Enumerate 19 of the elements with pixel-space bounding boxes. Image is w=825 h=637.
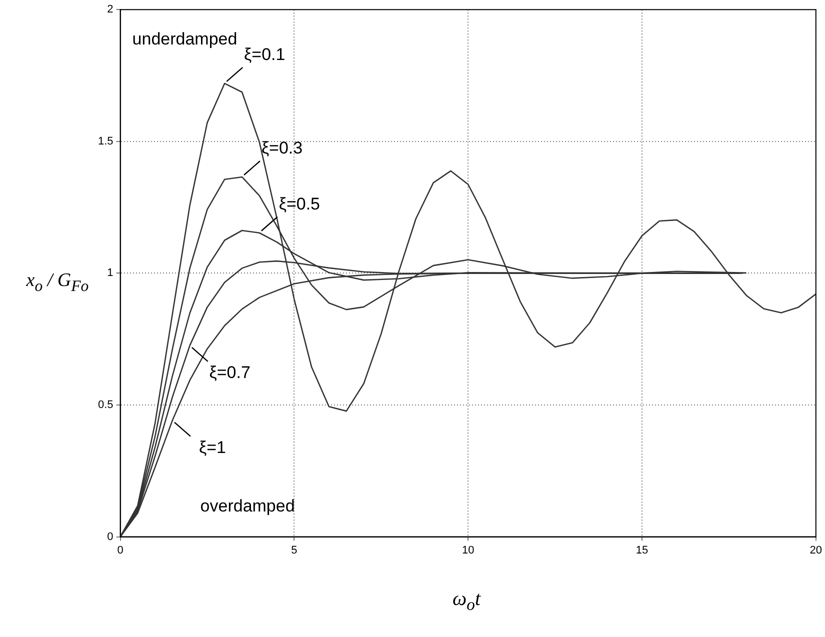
x-tick-label: 15 [636, 544, 648, 556]
annotation: ξ=0.3 [261, 138, 303, 158]
y-tick-label: 0.5 [98, 399, 114, 412]
x-tick-label: 0 [117, 544, 124, 556]
y-tick-label: 1.5 [98, 135, 114, 148]
x-axis-title: ω$_{o}$t [451, 588, 482, 615]
x-tick-label: 20 [810, 544, 822, 556]
annotation: underdamped [132, 29, 238, 48]
y-axis-title: x$_{o}$ / G$_{Fo}$ [25, 270, 90, 296]
annotation: ξ=0.1 [244, 45, 286, 64]
annotation: overdamped [200, 496, 295, 516]
annotation: ξ=0.5 [278, 194, 320, 214]
x-tick-label: 10 [462, 544, 474, 556]
y-tick-label: 2 [107, 4, 114, 16]
y-tick-label: 1 [107, 267, 114, 280]
annotation: ξ=1 [198, 438, 226, 457]
x-tick-label: 5 [291, 544, 298, 556]
annotation: ξ=0.7 [209, 363, 250, 382]
y-tick-label: 0 [107, 530, 114, 543]
